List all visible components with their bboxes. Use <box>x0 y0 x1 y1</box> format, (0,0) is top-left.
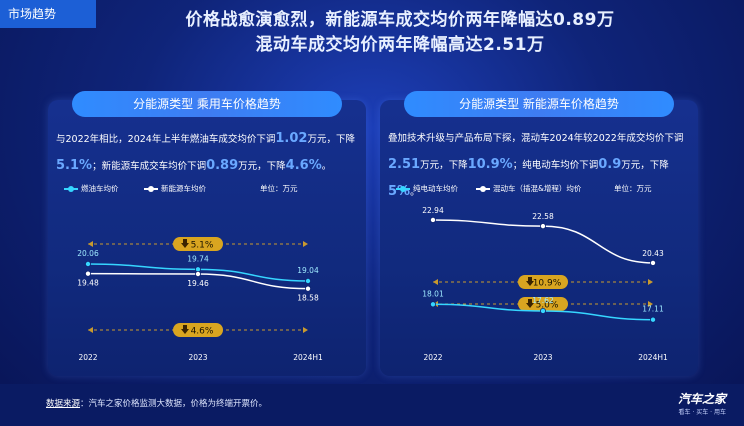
source-label: 数据来源 <box>46 399 81 409</box>
x-tick-label: 2023 <box>533 353 552 362</box>
legend-item: 纯电动车均价 <box>396 183 458 195</box>
annotation-label: 10.9% <box>533 279 562 289</box>
down-arrow-icon <box>183 325 187 329</box>
legend-item: 新能源车均价 <box>144 183 206 195</box>
annotation-label: 5.0% <box>536 301 559 311</box>
data-point <box>304 277 311 284</box>
desc-highlight: 0.89 <box>206 158 239 173</box>
section-tag: 市场趋势 <box>0 0 96 28</box>
x-tick-label: 2024H1 <box>638 353 668 362</box>
right-line-chart: 10.9% 5.0% 18.01 17.62 17.11 22.94 22.58 20.43 2… <box>422 206 668 362</box>
annotation-arrow-head <box>303 241 308 247</box>
desc-highlight: 2.51 <box>388 157 421 172</box>
logo-subtitle: 看车 · 买车 · 用车 <box>678 409 726 416</box>
annotation-label: 5.1% <box>191 241 214 251</box>
desc-text: 万元，下降 <box>238 161 286 172</box>
unit-label: 单位：万元 <box>260 184 298 193</box>
left-panel-description: 与2022年相比，2024年上半年燃油车成交均价下调1.02万元，下降 5.1%… <box>56 126 360 180</box>
data-point <box>85 260 92 267</box>
annotation-arrow-head <box>88 241 93 247</box>
data-label: 22.58 <box>532 212 554 221</box>
data-point <box>649 316 656 323</box>
x-tick-label: 2023 <box>188 353 207 362</box>
data-point <box>539 307 546 314</box>
data-point <box>430 216 437 223</box>
data-point <box>539 223 546 230</box>
down-arrow-icon <box>526 303 534 308</box>
desc-highlight: 0.9 <box>598 157 622 172</box>
data-label: 18.58 <box>297 294 319 303</box>
data-source: 数据来源：汽车之家价格监测大数据，价格为终端开票价。 <box>46 397 267 409</box>
data-point <box>430 301 437 308</box>
x-tick-label: 2022 <box>78 353 97 362</box>
x-tick-label: 2024H1 <box>293 353 323 362</box>
desc-text: 万元，下降 <box>420 160 468 171</box>
legend-item: 混动车（插混&增程）均价 <box>476 183 581 195</box>
desc-highlight: 4.6% <box>285 158 322 173</box>
down-arrow-icon <box>183 239 187 243</box>
desc-highlight: 5.1% <box>56 158 93 173</box>
desc-text: ；纯电动车均价下调 <box>512 160 599 171</box>
down-arrow-icon <box>526 281 534 286</box>
title-line-2: 混动车成交均价两年降幅高达2.51万 <box>255 35 545 55</box>
annotation-label: 4.6% <box>191 327 214 337</box>
data-label: 20.43 <box>642 249 664 258</box>
legend-item: 燃油车均价 <box>64 183 119 195</box>
down-arrow-icon <box>181 329 189 334</box>
data-label: 22.94 <box>422 206 444 215</box>
down-arrow-icon <box>528 299 532 303</box>
data-label: 18.01 <box>422 289 444 298</box>
left-panel-title: 分能源类型 乘用车价格趋势 <box>72 91 342 117</box>
right-panel: 分能源类型 新能源车价格趋势 叠加技术升级与产品布局下探，混动车2024年较20… <box>380 91 698 376</box>
data-label: 19.74 <box>187 254 209 263</box>
x-tick-label: 2022 <box>423 353 442 362</box>
title-line-1: 价格战愈演愈烈，新能源车成交均价两年降幅达0.89万 <box>185 10 615 30</box>
right-panel-title: 分能源类型 新能源车价格趋势 <box>404 91 674 117</box>
footer: 数据来源：汽车之家价格监测大数据，价格为终端开票价。 汽车之家 看车 · 买车 … <box>0 384 744 426</box>
left-panel: 分能源类型 乘用车价格趋势 与2022年相比，2024年上半年燃油车成交均价下调… <box>48 91 366 376</box>
annotation-arrow-head <box>433 279 438 285</box>
source-text: ：汽车之家价格监测大数据，价格为终端开票价。 <box>80 399 268 409</box>
logo-name: 汽车之家 <box>677 392 726 406</box>
desc-text: 万元，下降 <box>621 160 669 171</box>
desc-highlight: 10.9% <box>467 157 513 172</box>
desc-text: 万元，下降 <box>307 134 355 145</box>
data-label: 19.48 <box>77 279 99 288</box>
left-line-chart: 5.1% 4.6% 20.06 19.74 19.04 19.48 19.46 18.58 20… <box>77 237 323 362</box>
data-point <box>85 270 92 277</box>
autohome-logo: 汽车之家 看车 · 买车 · 用车 <box>678 390 726 416</box>
page-title: 价格战愈演愈烈，新能源车成交均价两年降幅达0.89万 混动车成交均价两年降幅高达… <box>140 8 660 58</box>
data-label: 17.62 <box>532 296 554 305</box>
data-label: 20.06 <box>77 249 99 258</box>
desc-highlight: 1.02 <box>275 131 308 146</box>
right-legend: 纯电动车均价 混动车（插混&增程）均价 单位：万元 <box>396 183 692 197</box>
data-label: 17.11 <box>642 305 664 314</box>
annotation-arrow-head <box>88 327 93 333</box>
data-label: 19.46 <box>187 279 209 288</box>
data-label: 19.04 <box>297 266 319 275</box>
down-arrow-icon <box>181 243 189 248</box>
data-point <box>194 270 201 277</box>
annotation-arrow-head <box>303 327 308 333</box>
desc-text: ；新能源车成交车均价下调 <box>92 161 207 172</box>
data-point <box>304 285 311 292</box>
desc-text: 叠加技术升级与产品布局下探，混动车2024年较2022年成交均价下调 <box>388 133 684 144</box>
left-legend: 燃油车均价 新能源车均价 单位：万元 <box>64 183 360 197</box>
annotation-arrow-head <box>648 301 653 307</box>
desc-text: 。 <box>321 161 332 172</box>
down-arrow-icon <box>528 277 532 281</box>
desc-text: 。 <box>410 187 420 198</box>
annotation-arrow-head <box>648 279 653 285</box>
unit-label: 单位：万元 <box>614 184 652 193</box>
desc-text: 与2022年相比，2024年上半年燃油车成交均价下调 <box>56 134 276 145</box>
data-point <box>649 259 656 266</box>
